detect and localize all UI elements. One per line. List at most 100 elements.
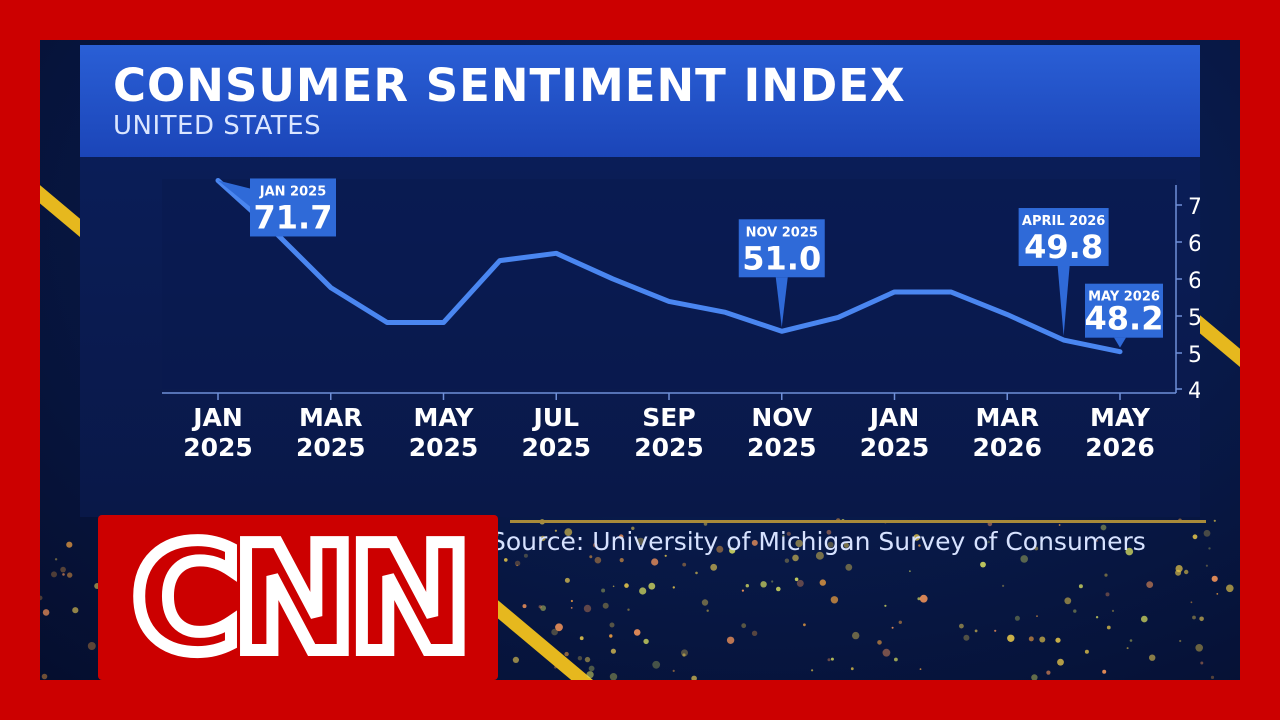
bokeh-dot bbox=[610, 648, 617, 654]
data-point bbox=[1005, 312, 1010, 317]
x-tick-label-month: JAN bbox=[868, 403, 920, 432]
bokeh-dot bbox=[72, 607, 79, 614]
bokeh-dot bbox=[1055, 637, 1061, 643]
y-tick-label: 70 bbox=[1188, 195, 1200, 220]
bokeh-dot bbox=[601, 588, 606, 593]
bokeh-dot bbox=[882, 648, 891, 657]
bokeh-dot bbox=[651, 558, 659, 566]
callout-box bbox=[1018, 208, 1109, 267]
bokeh-dot bbox=[741, 623, 747, 629]
data-point bbox=[328, 285, 333, 290]
bokeh-dot bbox=[1141, 615, 1148, 623]
source-divider bbox=[510, 520, 1206, 523]
bokeh-dot bbox=[706, 609, 709, 612]
bokeh-dot bbox=[760, 581, 767, 588]
bokeh-dot bbox=[909, 570, 911, 573]
bokeh-dot bbox=[40, 595, 43, 601]
bokeh-dot bbox=[682, 653, 686, 657]
x-tick-label-month: MAY bbox=[1090, 403, 1151, 432]
bokeh-dot bbox=[564, 651, 569, 657]
bokeh-dot bbox=[1102, 669, 1107, 674]
data-point bbox=[667, 299, 671, 304]
y-tick-label: 55 bbox=[1188, 306, 1200, 331]
callout-box bbox=[1085, 283, 1163, 338]
bokeh-dot bbox=[555, 623, 563, 632]
bokeh-dot bbox=[577, 656, 583, 661]
bokeh-dot bbox=[830, 657, 834, 661]
bokeh-dot bbox=[593, 542, 598, 548]
x-tick-label-year: 2025 bbox=[860, 433, 930, 462]
bokeh-dot bbox=[516, 564, 518, 567]
x-tick-label-year: 2026 bbox=[972, 433, 1042, 462]
bokeh-dot bbox=[1179, 639, 1182, 643]
bokeh-dot bbox=[917, 597, 921, 601]
data-point bbox=[1061, 338, 1066, 343]
data-point bbox=[385, 320, 390, 325]
bokeh-dot bbox=[1213, 519, 1216, 522]
callout-value: 48.2 bbox=[1085, 300, 1164, 338]
bokeh-dot bbox=[66, 541, 73, 548]
bokeh-dot bbox=[1200, 661, 1204, 665]
bokeh-dot bbox=[782, 541, 785, 544]
bokeh-dot bbox=[609, 622, 615, 628]
bokeh-dot bbox=[672, 586, 675, 589]
callout-value: 51.0 bbox=[742, 239, 821, 277]
source-credit: Source: University of Michigan Survey of… bbox=[490, 527, 1146, 556]
y-tick-label: 65 bbox=[1188, 232, 1200, 257]
bokeh-dot bbox=[1031, 674, 1038, 680]
cnn-logo-text: CNN bbox=[132, 515, 464, 680]
bokeh-dot bbox=[514, 560, 521, 566]
x-tick-label-month: MAY bbox=[414, 403, 475, 432]
chart-subtitle: UNITED STATES bbox=[113, 111, 322, 141]
bokeh-dot bbox=[540, 535, 546, 542]
bokeh-dot bbox=[41, 673, 48, 680]
bokeh-dot bbox=[994, 629, 997, 632]
bokeh-dot bbox=[1175, 569, 1182, 576]
bokeh-dot bbox=[570, 607, 573, 609]
data-point bbox=[554, 251, 559, 256]
bokeh-dot bbox=[1125, 547, 1134, 556]
bokeh-dot bbox=[827, 658, 831, 662]
bokeh-dot bbox=[843, 542, 850, 548]
bokeh-dot bbox=[1111, 609, 1115, 612]
bokeh-dot bbox=[877, 640, 882, 645]
x-tick-label-year: 2025 bbox=[747, 433, 817, 462]
x-tick-label-month: MAR bbox=[299, 403, 362, 432]
bokeh-dot bbox=[898, 620, 902, 624]
bokeh-dot bbox=[803, 623, 806, 627]
bokeh-dot bbox=[551, 628, 558, 636]
bokeh-dot bbox=[794, 577, 799, 582]
bokeh-dot bbox=[631, 526, 635, 530]
bokeh-dot bbox=[1095, 539, 1099, 542]
x-tick-label-year: 2025 bbox=[183, 433, 253, 462]
bokeh-dot bbox=[624, 583, 629, 588]
bokeh-dot bbox=[850, 667, 854, 671]
bokeh-dot bbox=[51, 571, 57, 578]
bokeh-dot bbox=[609, 673, 618, 680]
bokeh-dot bbox=[771, 580, 774, 583]
x-tick-label-year: 2026 bbox=[1085, 433, 1155, 462]
bokeh-dot bbox=[792, 554, 799, 562]
bokeh-dot bbox=[1211, 575, 1218, 582]
line-chart: 706560555040JAN2025MAR2025MAY2025JUL2025… bbox=[162, 177, 1200, 462]
bokeh-dot bbox=[745, 584, 749, 588]
data-point bbox=[836, 315, 841, 320]
bokeh-dot bbox=[1034, 546, 1039, 551]
bokeh-dot bbox=[67, 572, 73, 578]
bokeh-dot bbox=[815, 551, 824, 560]
callout-value: 71.7 bbox=[254, 198, 333, 236]
bokeh-dot bbox=[919, 668, 922, 670]
bokeh-dot bbox=[695, 571, 698, 575]
bokeh-dot bbox=[1126, 647, 1129, 650]
callout-date: NOV 2025 bbox=[746, 225, 818, 240]
bokeh-dot bbox=[751, 630, 758, 636]
bokeh-dot bbox=[1095, 616, 1099, 619]
bokeh-dot bbox=[1129, 639, 1133, 642]
bokeh-dot bbox=[827, 541, 834, 548]
x-tick-label-month: NOV bbox=[751, 403, 813, 432]
bokeh-dot bbox=[538, 605, 542, 609]
bokeh-dot bbox=[42, 609, 50, 616]
bokeh-dot bbox=[830, 596, 839, 604]
bokeh-dot bbox=[648, 582, 656, 590]
bokeh-dot bbox=[652, 660, 661, 669]
